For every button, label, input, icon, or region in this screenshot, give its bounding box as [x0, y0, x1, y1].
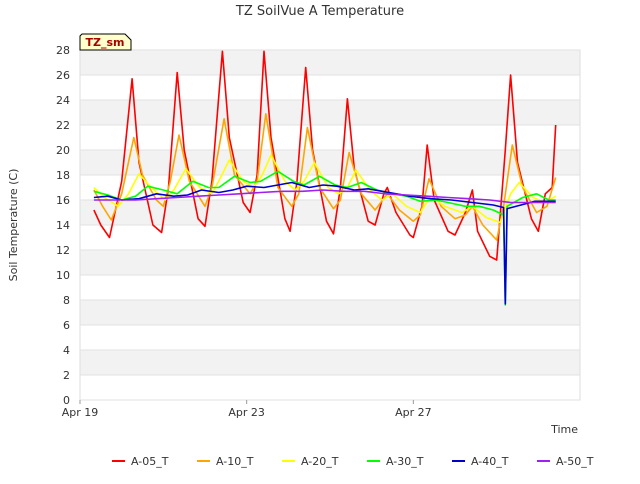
y-tick-label: 16 [56, 194, 70, 207]
chart-title: TZ SoilVue A Temperature [235, 4, 404, 19]
legend-item: A-20_T [282, 455, 339, 468]
y-axis-label: Soil Temperature (C) [7, 169, 20, 282]
legend-item: A-40_T [452, 455, 509, 468]
legend-item: A-50_T [537, 455, 594, 468]
legend-item: A-10_T [197, 455, 254, 468]
y-tick-label: 26 [56, 69, 70, 82]
y-tick-label: 0 [63, 394, 70, 407]
x-tick-label: Apr 27 [395, 406, 432, 419]
series-layer [93, 50, 557, 306]
background-bands [80, 50, 580, 400]
badge-label: TZ_sm [86, 36, 125, 49]
y-tick-label: 2 [63, 369, 70, 382]
grid-band [80, 150, 580, 175]
legend-label: A-05_T [131, 455, 169, 468]
legend-label: A-20_T [301, 455, 339, 468]
grid-band [80, 125, 580, 150]
y-tick-label: 12 [56, 244, 70, 257]
y-tick-label: 6 [63, 319, 70, 332]
legend-item: A-05_T [112, 455, 169, 468]
badge-box [79, 33, 132, 51]
grid-band [80, 300, 580, 325]
grid-band [80, 325, 580, 350]
grid-band [80, 75, 580, 100]
grid-band [80, 350, 580, 375]
y-tick-label: 28 [56, 44, 70, 57]
grid-band [80, 50, 580, 75]
legend-label: A-40_T [471, 455, 509, 468]
legend: A-05_T A-10_T A-20_T A-30_T A-40_T A-50_T [112, 455, 594, 468]
grid-band [80, 175, 580, 200]
grid-band [80, 375, 580, 400]
series-line-A-05_T [93, 50, 557, 261]
y-tick-label: 4 [63, 344, 70, 357]
legend-label: A-50_T [556, 455, 594, 468]
x-axis-label: Time [550, 423, 578, 436]
series-line-A-20_T [93, 154, 557, 224]
y-tick-label: 20 [56, 144, 70, 157]
y-tick-label: 22 [56, 119, 70, 132]
grid-band [80, 100, 580, 125]
legend-label: A-30_T [386, 455, 424, 468]
legend-label: A-10_T [216, 455, 254, 468]
y-tick-label: 18 [56, 169, 70, 182]
grid-band [80, 275, 580, 300]
x-tick-label: Apr 19 [62, 406, 99, 419]
y-tick-label: 24 [56, 94, 70, 107]
x-tick-labels: Apr 19 Apr 23 Apr 27 [62, 406, 432, 419]
y-tick-label: 14 [56, 219, 70, 232]
legend-item: A-30_T [367, 455, 424, 468]
series-line-A-50_T [93, 189, 556, 204]
x-tick-label: Apr 23 [228, 406, 265, 419]
y-tick-label: 8 [63, 294, 70, 307]
series-line-A-40_T [93, 181, 556, 305]
y-tick-label: 10 [56, 269, 70, 282]
badge: TZ_sm [79, 33, 132, 51]
